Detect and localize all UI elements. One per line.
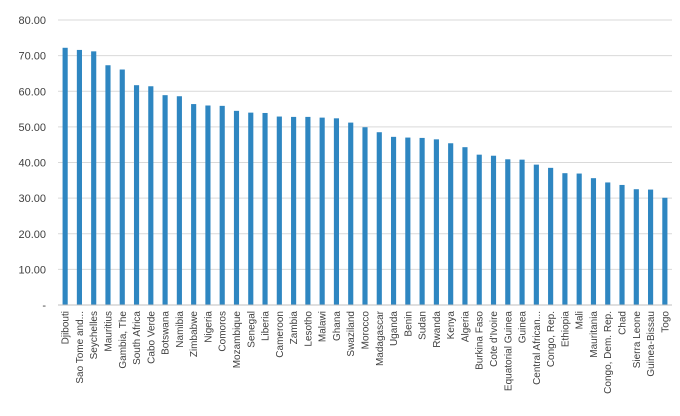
bar [319,117,325,305]
x-tick-label: Chad [618,311,629,335]
x-tick-label: South Africa [132,311,143,365]
x-tick-label: Guinea-Bissau [646,311,657,377]
x-tick-label: Equatorial Guinea [503,311,514,391]
bar [376,132,382,305]
x-tick-label: Sudan [418,311,429,340]
x-tick-label: Senegal [246,311,257,348]
x-tick-label: Lesotho [303,311,314,347]
x-tick-label: Mauritius [103,311,114,352]
bar [433,139,439,305]
bar [419,137,425,305]
x-tick-label: Gambia, The [118,311,129,369]
x-tick-label: Cote d'Ivoire [489,311,500,367]
x-tick-label: Namibia [175,311,186,348]
x-tick-label: Cameroon [275,311,286,358]
x-tick-label: Zambia [289,311,300,345]
x-tick-label: Mozambique [232,311,243,369]
y-tick-label: 30.00 [18,193,46,205]
bar [133,85,140,305]
bar [548,167,554,305]
bar [248,112,254,305]
bar [448,143,454,305]
x-tick-label: Togo [660,311,671,333]
bar [205,105,211,305]
bar [62,47,68,305]
y-tick-label: 20.00 [18,229,46,241]
bar [105,65,111,306]
bar [476,154,482,305]
y-tick-label: 80.00 [18,15,46,27]
x-tick-label: Swaziland [346,311,357,357]
bar [219,105,225,305]
x-tick-label: Zimbabwe [189,311,200,358]
bar [362,127,368,305]
bar [305,116,311,306]
bar [148,86,154,305]
x-tick-label: Kenya [446,311,457,340]
x-tick-label: Rwanda [432,311,443,348]
bar [662,197,668,305]
bar [233,110,240,305]
x-tick-label: Burkina Faso [475,311,486,370]
x-tick-label: Comoros [218,311,229,352]
x-tick-label: Central African... [532,311,543,385]
y-tick-label: 10.00 [18,264,46,276]
x-tick-label: Benin [403,311,414,337]
x-tick-label: Ghana [332,311,343,341]
bar [333,118,340,305]
bar [405,137,411,305]
bar [648,189,654,305]
y-axis: - 10.00 20.00 30.00 40.00 50.00 60.00 70.00 80.0… [18,15,46,312]
bars [62,47,668,306]
bar [505,159,511,305]
bar [191,104,197,305]
bar [533,164,539,305]
x-tick-label: Ethiopia [560,311,571,348]
bar [619,184,625,305]
bar [462,147,468,305]
bar [605,182,611,305]
x-tick-label: Algeria [460,311,471,343]
bar [91,51,97,305]
bar [490,155,497,305]
x-tick-label: Djibouti [61,311,72,344]
bar [390,136,397,305]
x-axis: Djibouti Sao Tome and... Seychelles Mauriti… [58,304,672,394]
y-tick-label: 70.00 [18,51,46,63]
bar [276,116,282,305]
bar [76,49,82,305]
x-tick-label: Nigeria [203,311,214,343]
bar [576,173,582,305]
x-tick-label: Cabo Verde [146,311,157,364]
bar [119,69,125,305]
y-tick-label: 60.00 [18,86,46,98]
bar [348,122,354,305]
x-tick-label: Botswana [161,311,172,355]
bar [176,96,182,305]
x-tick-label: Morocco [361,311,372,350]
bar [633,189,639,305]
y-tick-label: 40.00 [18,158,46,170]
bar [291,116,297,306]
x-tick-label: Mali [575,311,586,329]
x-tick-label: Malawi [318,311,329,342]
bar [519,159,525,305]
x-tick-label: Uganda [389,311,400,346]
x-tick-label: Madagascar [375,310,386,366]
x-tick-label: Sierra Leone [632,311,643,369]
bar [262,112,268,305]
x-tick-label: Mauritania [589,311,600,358]
x-tick-label: Liberia [261,311,272,341]
bar [562,173,568,305]
y-tick-label: - [42,300,46,312]
x-tick-label: Congo, Dem. Rep. [603,311,614,394]
x-tick-label: Congo, Rep. [546,311,557,367]
bar [162,95,168,305]
x-tick-label: Seychelles [89,311,100,359]
y-tick-label: 50.00 [18,122,46,134]
bar [590,178,597,305]
x-tick-label: Sao Tome and... [75,311,86,384]
x-tick-label: Guinea [518,311,529,344]
